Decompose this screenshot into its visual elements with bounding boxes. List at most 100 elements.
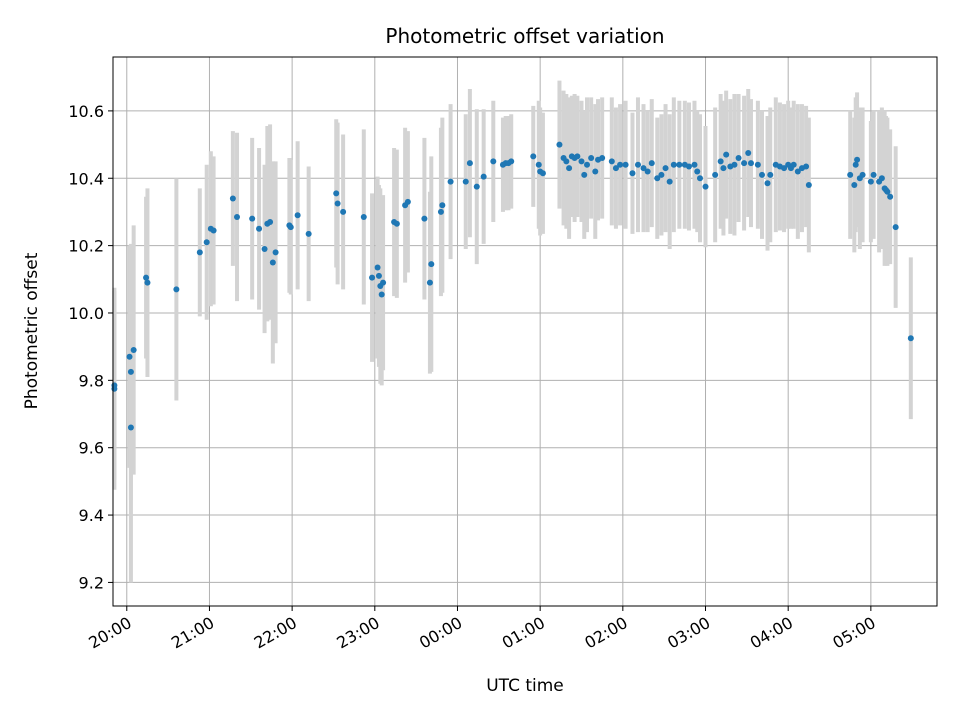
data-point [878,175,885,182]
data-point [127,368,134,375]
data-point [130,347,137,354]
data-point [287,224,294,231]
data-point [508,158,515,165]
data-point [622,161,629,168]
data-point [805,181,812,188]
data-point [249,215,256,222]
data-point [447,178,454,185]
data-point [670,161,677,168]
x-tick-label: 01:00 [499,613,548,653]
data-point [210,227,217,234]
data-point [380,279,387,286]
data-point [462,178,469,185]
y-tick-label: 10.0 [68,304,104,323]
data-point [629,170,636,177]
data-point [907,335,914,342]
data-point [764,180,771,187]
x-tick-label: 05:00 [829,613,878,653]
data-point [578,158,585,165]
data-point [723,151,730,158]
data-point [144,279,151,286]
data-point [887,193,894,200]
data-point [731,161,738,168]
data-point [654,175,661,182]
data-point [269,259,276,266]
data-point [854,156,861,163]
data-point [340,208,347,215]
data-point [790,161,797,168]
data-point [421,215,428,222]
data-point [666,178,673,185]
x-tick-label: 20:00 [85,613,134,653]
data-point [272,249,279,256]
data-point [305,230,312,237]
data-point [426,279,433,286]
data-point [767,171,774,178]
data-point [203,239,210,246]
data-point [393,220,400,227]
y-tick-label: 10.2 [68,237,104,256]
data-point [676,161,683,168]
data-point [720,165,727,172]
data-point [754,161,761,168]
data-point [747,160,754,167]
x-tick-label: 02:00 [581,613,630,653]
data-point [702,183,709,190]
data-point [859,171,866,178]
data-point [870,171,877,178]
data-point [884,188,891,195]
data-point [404,198,411,205]
data-point [644,168,651,175]
data-point [588,155,595,162]
data-point [851,181,858,188]
data-point [634,161,641,168]
x-tick-label: 04:00 [747,613,796,653]
data-point [480,173,487,180]
data-point [428,261,435,268]
data-point [369,274,376,281]
data-point [612,165,619,172]
data-point [333,190,340,197]
y-axis-title: Photometric offset [22,252,42,409]
data-point [360,213,367,220]
data-point [794,168,801,175]
x-tick-label: 22:00 [251,613,300,653]
data-point [662,165,669,172]
data-point [261,245,268,252]
x-axis-title: UTC time [486,676,564,696]
data-point [229,195,236,202]
data-point [658,171,665,178]
y-tick-label: 9.4 [79,506,104,525]
data-point [717,158,724,165]
data-point [127,424,134,431]
data-point [530,153,537,160]
data-point [892,224,899,231]
data-point [691,161,698,168]
data-point [696,175,703,182]
data-point [294,212,301,219]
data-point [173,286,180,293]
data-point [126,353,133,360]
data-point [535,161,542,168]
data-point [599,155,606,162]
x-axis-ticks: 20:00 21:00 22:00 23:00 00:00 01:00 02:00 03:00… [85,606,879,653]
y-tick-label: 9.2 [79,573,104,592]
data-point [803,163,810,170]
plot-frame [112,56,938,607]
x-tick-label: 21:00 [168,613,217,653]
data-point [439,202,446,209]
data-point [490,158,497,165]
data-point [735,155,742,162]
data-point [473,183,480,190]
data-point [574,153,581,160]
data-point [741,160,748,167]
data-point [563,158,570,165]
data-point [378,291,385,298]
data-point [566,165,573,172]
data-point [584,161,591,168]
data-point [374,264,381,271]
data-point [685,163,692,170]
data-point [375,272,382,279]
data-point [111,382,118,389]
data-point [592,168,599,175]
